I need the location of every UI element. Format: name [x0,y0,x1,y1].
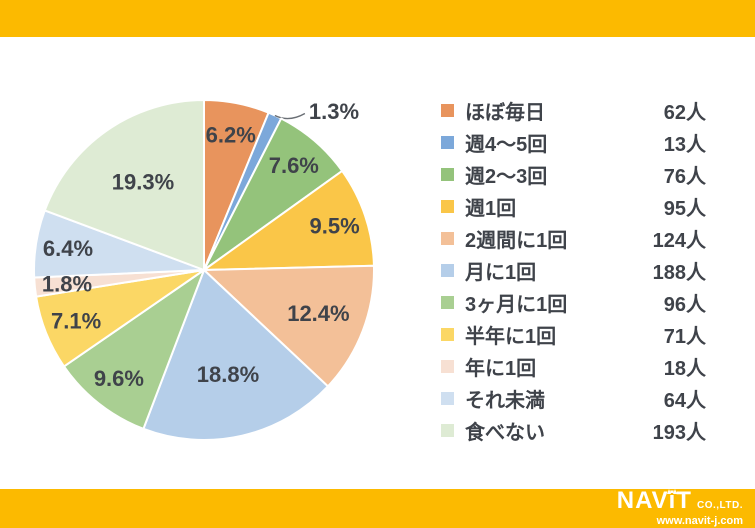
website-url: www.navit-j.com [656,514,743,527]
pie-slice-label: 7.6% [269,153,319,178]
legend-item: 3ヶ月に1回 96人 [441,286,706,318]
pie-slice-label: 18.8% [197,362,259,387]
legend-label: それ未満 [465,389,545,412]
legend-label: 週2〜3回 [465,165,548,188]
legend-item: 年に1回 18人 [441,350,706,382]
legend-swatch-icon [441,231,454,245]
legend-item: 週4〜5回 13人 [441,126,706,158]
legend-swatch-icon [441,327,454,341]
pie-slice-label: 12.4% [287,301,349,326]
legend-label: 週4〜5回 [465,133,548,156]
legend-count: 95人 [663,197,706,220]
legend-swatch-icon [441,295,454,309]
legend-item: 2週間に1回 124人 [441,222,706,254]
navit-logo: NAViT CO.,LTD. www.navit-j.com [616,486,743,528]
rabbit-ears-icon: i [666,486,677,514]
pie-slice-label: 19.3% [112,170,174,195]
pie-slice-label: 1.3% [309,99,359,124]
legend-count: 124人 [652,229,706,252]
legend-count: 18人 [663,357,706,380]
pie-slice-label: 9.5% [310,214,360,239]
legend-item: 半年に1回 71人 [441,318,706,350]
legend-count: 76人 [663,165,706,188]
pie-slice-4 [203,264,375,388]
legend-label: 週1回 [465,197,517,220]
legend: ほぼ毎日 62人 週4〜5回 13人 週2〜3回 76人 週1回 95人 2週間に1回 124人月… [441,94,706,446]
legend-label: 3ヶ月に1回 [465,293,568,316]
legend-swatch-icon [441,359,454,373]
legend-item: 食べない 193人 [441,414,706,446]
legend-count: 62人 [663,101,706,124]
legend-item: 週1回 95人 [441,190,706,222]
pie-slice-3 [203,169,375,271]
legend-count: 96人 [663,293,706,316]
legend-label: ほぼ毎日 [465,101,545,124]
legend-swatch-icon [441,391,454,405]
pie-slice-label: 9.6% [94,366,144,391]
brand-name: NAViT [616,486,692,514]
legend-swatch-icon [441,167,454,181]
legend-count: 64人 [663,389,706,412]
legend-label: 食べない [465,421,545,444]
pie-slice-label: 7.1% [51,309,101,334]
brand-line: NAViT CO.,LTD. [616,486,743,516]
legend-label: 月に1回 [465,261,537,284]
pie-slice-label: 1.8% [42,271,92,296]
legend-label: 半年に1回 [465,325,557,348]
leader-line [274,112,306,120]
legend-count: 71人 [663,325,706,348]
legend-count: 188人 [652,261,706,284]
legend-item: 月に1回 188人 [441,254,706,286]
legend-count: 193人 [652,421,706,444]
pie-chart: 6.2% 1.3% 7.6% 9.5% 12.4% 18.8% 9.6% 7.1% 1.8% 6.… [33,99,375,441]
legend-count: 13人 [663,133,706,156]
pie-slice-5 [142,269,329,441]
pie-slice-label: 6.2% [206,122,256,147]
legend-swatch-icon [441,263,454,277]
pie-slice-10 [43,99,205,271]
legend-label: 年に1回 [465,357,537,380]
legend-item: ほぼ毎日 62人 [441,94,706,126]
top-border-bar [0,0,755,37]
brand-suffix: CO.,LTD. [696,499,743,511]
pie-slice-6 [63,269,205,430]
legend-item: それ未満 64人 [441,382,706,414]
legend-swatch-icon [441,199,454,213]
pie-slice-label: 6.4% [43,236,93,261]
bottom-border-bar [0,489,755,528]
legend-item: 週2〜3回 76人 [441,158,706,190]
legend-label: 2週間に1回 [465,229,568,252]
legend-swatch-icon [441,423,454,437]
legend-swatch-icon [441,103,454,117]
legend-swatch-icon [441,135,454,149]
